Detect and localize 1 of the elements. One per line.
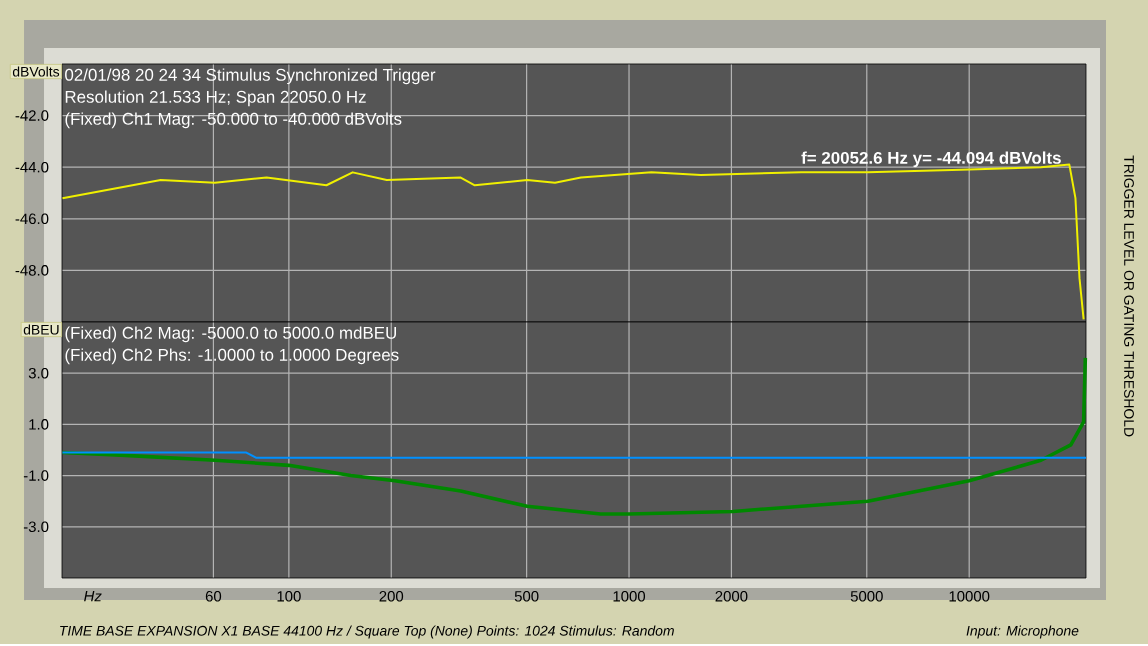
annotation: f= 20052.6 Hz y= -44.094 dBVolts — [801, 151, 1061, 168]
